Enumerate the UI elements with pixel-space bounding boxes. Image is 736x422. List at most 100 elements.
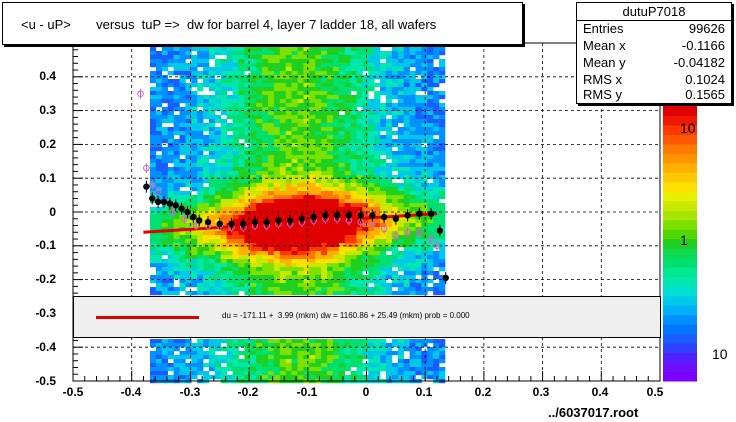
heatmap-cell <box>391 123 399 128</box>
heatmap-cell <box>350 363 357 368</box>
heatmap-cell <box>356 183 363 188</box>
heatmap-cell <box>403 163 410 168</box>
heatmap-cell <box>191 187 198 192</box>
heatmap-cell <box>155 343 163 348</box>
heatmap-cell <box>297 199 304 204</box>
heatmap-cell <box>285 151 292 156</box>
heatmap-cell <box>167 91 174 96</box>
heatmap-cell <box>368 171 375 176</box>
heatmap-cell <box>191 231 198 236</box>
heatmap-cell <box>250 123 257 128</box>
heatmap-cell <box>191 251 198 256</box>
heatmap-cell <box>344 367 351 372</box>
heatmap-cell <box>309 351 316 356</box>
heatmap-cell <box>409 59 416 64</box>
heatmap-cell <box>167 187 174 192</box>
heatmap-cell <box>238 151 245 156</box>
heatmap-cell <box>439 195 446 200</box>
color-palette-swatch <box>663 210 697 221</box>
heatmap-cell <box>262 203 269 208</box>
heatmap-cell <box>332 123 340 128</box>
heatmap-cell <box>356 363 363 368</box>
heatmap-cell <box>150 239 157 244</box>
heatmap-cell <box>155 363 163 368</box>
heatmap-cell <box>226 235 233 240</box>
heatmap-cell <box>374 211 381 216</box>
heatmap-cell <box>179 371 186 376</box>
heatmap-cell <box>185 87 192 92</box>
heatmap-cell <box>421 163 428 168</box>
heatmap-cell <box>439 347 446 352</box>
heatmap-cell <box>185 131 192 136</box>
heatmap-cell <box>273 135 281 140</box>
heatmap-cell <box>309 167 316 172</box>
heatmap-cell <box>439 159 446 164</box>
heatmap-cell <box>362 347 369 352</box>
heatmap-cell <box>415 247 422 252</box>
heatmap-cell <box>362 375 369 380</box>
heatmap-cell <box>150 207 157 212</box>
heatmap-cell <box>303 247 310 252</box>
heatmap-cell <box>433 367 440 372</box>
heatmap-cell <box>232 287 239 292</box>
heatmap-cell <box>209 235 216 240</box>
heatmap-cell <box>350 283 357 288</box>
heatmap-cell <box>214 207 222 212</box>
heatmap-cell <box>226 127 233 132</box>
heatmap-cell <box>309 127 316 132</box>
heatmap-cell <box>173 83 180 88</box>
heatmap-cell <box>350 71 357 76</box>
heatmap-cell <box>232 107 239 112</box>
heatmap-cell <box>291 51 298 56</box>
heatmap-cell <box>327 287 334 292</box>
heatmap-cell <box>391 207 399 212</box>
heatmap-cell <box>386 163 393 168</box>
heatmap-cell <box>332 223 340 228</box>
heatmap-cell <box>185 175 192 180</box>
heatmap-cell <box>173 155 180 160</box>
heatmap-cell <box>232 231 239 236</box>
heatmap-cell <box>244 111 251 116</box>
heatmap-cell <box>403 371 410 376</box>
heatmap-cell <box>220 367 227 372</box>
heatmap-cell <box>155 263 163 268</box>
heatmap-cell <box>368 55 375 60</box>
heatmap-cell <box>362 127 369 132</box>
heatmap-cell <box>244 79 251 84</box>
heatmap-cell <box>238 191 245 196</box>
heatmap-cell <box>309 251 316 256</box>
profile-point-open <box>416 228 423 236</box>
heatmap-cell <box>285 103 292 108</box>
heatmap-cell <box>303 151 310 156</box>
heatmap-cell <box>332 119 340 124</box>
heatmap-cell <box>368 279 375 284</box>
heatmap-cell <box>427 367 434 372</box>
heatmap-cell <box>344 111 351 116</box>
heatmap-cell <box>244 67 251 72</box>
heatmap-cell <box>173 263 180 268</box>
heatmap-cell <box>232 135 239 140</box>
heatmap-cell <box>150 139 157 144</box>
heatmap-cell <box>421 135 428 140</box>
heatmap-cell <box>185 155 192 160</box>
heatmap-cell <box>209 83 216 88</box>
heatmap-cell <box>197 131 204 136</box>
heatmap-cell <box>256 171 263 176</box>
heatmap-cell <box>303 175 310 180</box>
heatmap-cell <box>303 259 310 264</box>
heatmap-cell <box>374 107 381 112</box>
heatmap-cell <box>380 171 387 176</box>
heatmap-cell <box>433 191 440 196</box>
heatmap-cell <box>220 151 227 156</box>
heatmap-cell <box>321 275 328 280</box>
heatmap-cell <box>321 107 328 112</box>
heatmap-cell <box>415 231 422 236</box>
heatmap-cell <box>279 251 286 256</box>
heatmap-cell <box>226 251 233 256</box>
heatmap-cell <box>362 351 369 356</box>
heatmap-cell <box>380 367 387 372</box>
heatmap-cell <box>256 175 263 180</box>
heatmap-cell <box>386 99 393 104</box>
heatmap-cell <box>268 239 275 244</box>
heatmap-cell <box>291 55 298 60</box>
